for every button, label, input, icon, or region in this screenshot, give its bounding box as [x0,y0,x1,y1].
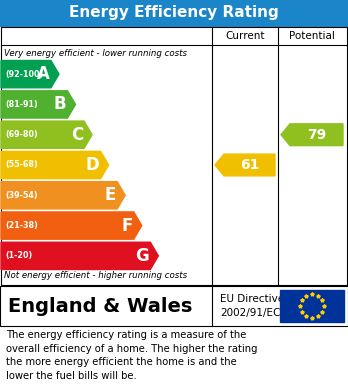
Polygon shape [215,154,275,176]
Text: England & Wales: England & Wales [8,296,192,316]
Polygon shape [1,151,109,179]
Polygon shape [1,242,158,269]
Bar [1,27,347,285]
Text: 61: 61 [240,158,259,172]
Text: (92-100): (92-100) [5,70,43,79]
Text: F: F [121,217,133,235]
Text: The energy efficiency rating is a measure of the: The energy efficiency rating is a measur… [6,330,246,340]
Text: A: A [37,65,50,83]
Text: the more energy efficient the home is and the: the more energy efficient the home is an… [6,357,237,367]
Bar [280,290,344,322]
Text: D: D [86,156,100,174]
Text: 79: 79 [307,128,326,142]
Text: (21-38): (21-38) [5,221,38,230]
Polygon shape [1,121,92,148]
Text: Potential: Potential [289,31,335,41]
Bar [0,286,348,326]
Text: EU Directive
2002/91/EC: EU Directive 2002/91/EC [220,294,284,317]
Polygon shape [281,124,343,145]
Polygon shape [1,212,142,239]
Text: (55-68): (55-68) [5,160,38,170]
Text: C: C [71,126,83,144]
Bar [0,0,348,26]
Text: Very energy efficient - lower running costs: Very energy efficient - lower running co… [4,50,187,59]
Text: overall efficiency of a home. The higher the rating: overall efficiency of a home. The higher… [6,344,258,353]
Text: (81-91): (81-91) [5,100,38,109]
Text: (69-80): (69-80) [5,130,38,139]
Text: Energy Efficiency Rating: Energy Efficiency Rating [69,5,279,20]
Polygon shape [1,91,76,118]
Text: (1-20): (1-20) [5,251,32,260]
Text: (39-54): (39-54) [5,191,38,200]
Text: E: E [105,186,116,204]
Text: B: B [54,95,66,113]
Text: G: G [136,247,149,265]
Polygon shape [1,182,125,209]
Text: Not energy efficient - higher running costs: Not energy efficient - higher running co… [4,271,187,280]
Text: lower the fuel bills will be.: lower the fuel bills will be. [6,371,137,380]
Polygon shape [1,61,59,88]
Text: Current: Current [225,31,265,41]
